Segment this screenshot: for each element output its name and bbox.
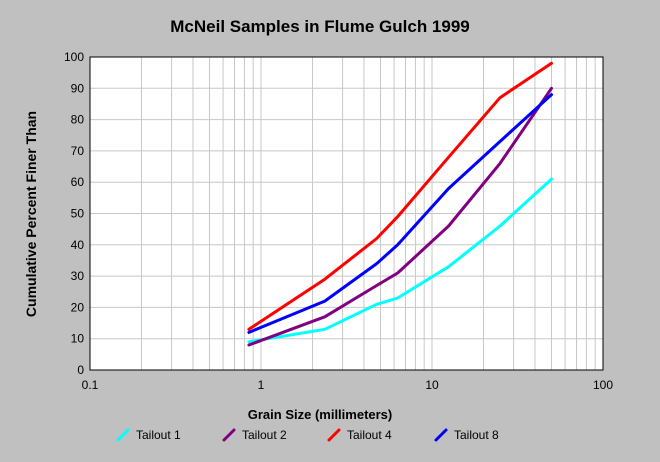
x-tick-label: 0.1 (82, 378, 99, 392)
legend-swatch-tailout-8 (434, 428, 448, 442)
y-tick-label: 60 (71, 175, 85, 189)
y-tick-label: 90 (71, 81, 85, 95)
legend-label-tailout-1: Tailout 1 (136, 428, 181, 442)
chart-title: McNeil Samples in Flume Gulch 1999 (170, 17, 470, 36)
x-axis-label: Grain Size (millimeters) (248, 407, 393, 422)
series-line-tailout-2 (247, 86, 553, 347)
legend: Tailout 1 Tailout 2 Tailout 4 Tailout 8 (116, 428, 499, 442)
y-tick-label: 20 (71, 300, 85, 314)
y-tick-label: 50 (71, 207, 85, 221)
x-tick-label: 100 (593, 378, 613, 392)
y-tick-label: 30 (71, 269, 85, 283)
grid (90, 57, 603, 370)
y-tick-label: 10 (71, 332, 85, 346)
series-line-tailout-8 (247, 93, 553, 334)
legend-swatch-tailout-4 (327, 428, 341, 442)
x-tick-label: 1 (258, 378, 265, 392)
x-tick-label: 10 (425, 378, 439, 392)
legend-label-tailout-2: Tailout 2 (242, 428, 287, 442)
plot-frame (89, 56, 604, 371)
y-axis-label: Cumulative Percent Finer Than (23, 111, 39, 317)
y-tick-label: 100 (64, 50, 84, 64)
y-tick-label: 80 (71, 113, 85, 127)
series-lines (247, 61, 553, 347)
legend-swatch-tailout-1 (116, 428, 130, 442)
series-line-tailout-1 (247, 177, 553, 344)
y-tick-label: 40 (71, 238, 85, 252)
legend-label-tailout-8: Tailout 8 (454, 428, 499, 442)
legend-swatch-tailout-2 (222, 428, 236, 442)
y-tick-label: 70 (71, 144, 85, 158)
legend-label-tailout-4: Tailout 4 (347, 428, 392, 442)
tick-labels: 0 10 20 30 40 50 60 70 80 90 100 0.1 1 10 100 (64, 50, 613, 392)
y-tick-label: 0 (77, 363, 84, 377)
series-line-tailout-4 (247, 61, 553, 331)
